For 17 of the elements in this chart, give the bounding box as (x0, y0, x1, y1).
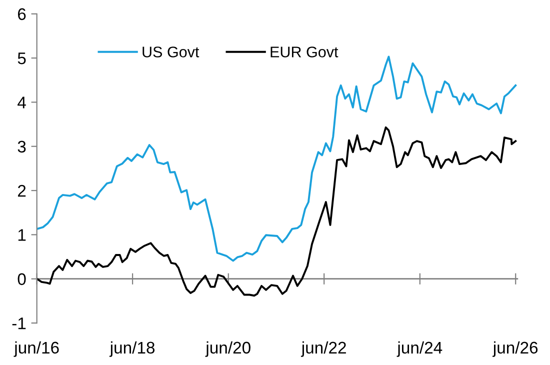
line-series (36, 56, 517, 262)
y-tick-label: 4 (18, 96, 26, 108)
x-tick-label: jun/22 (300, 341, 346, 357)
y-tick-label: 5 (18, 52, 26, 64)
y-tick-label: 6 (18, 8, 26, 20)
y-tick-label: 1 (18, 229, 26, 241)
x-tick-label: jun/26 (492, 341, 538, 357)
y-tick-label: 2 (18, 184, 26, 197)
y-tick-label: -1 (12, 318, 26, 330)
x-tick-label: jun/16 (14, 341, 59, 357)
legend-label: EUR Govt (270, 46, 338, 58)
y-tick-label: 3 (18, 140, 26, 153)
x-tick-label: jun/24 (396, 341, 442, 357)
y-tick-label: 0 (18, 273, 26, 286)
x-tick-label: jun/18 (109, 341, 155, 357)
x-tick-label: jun/20 (205, 341, 250, 357)
legend-label: US Govt (142, 46, 200, 58)
